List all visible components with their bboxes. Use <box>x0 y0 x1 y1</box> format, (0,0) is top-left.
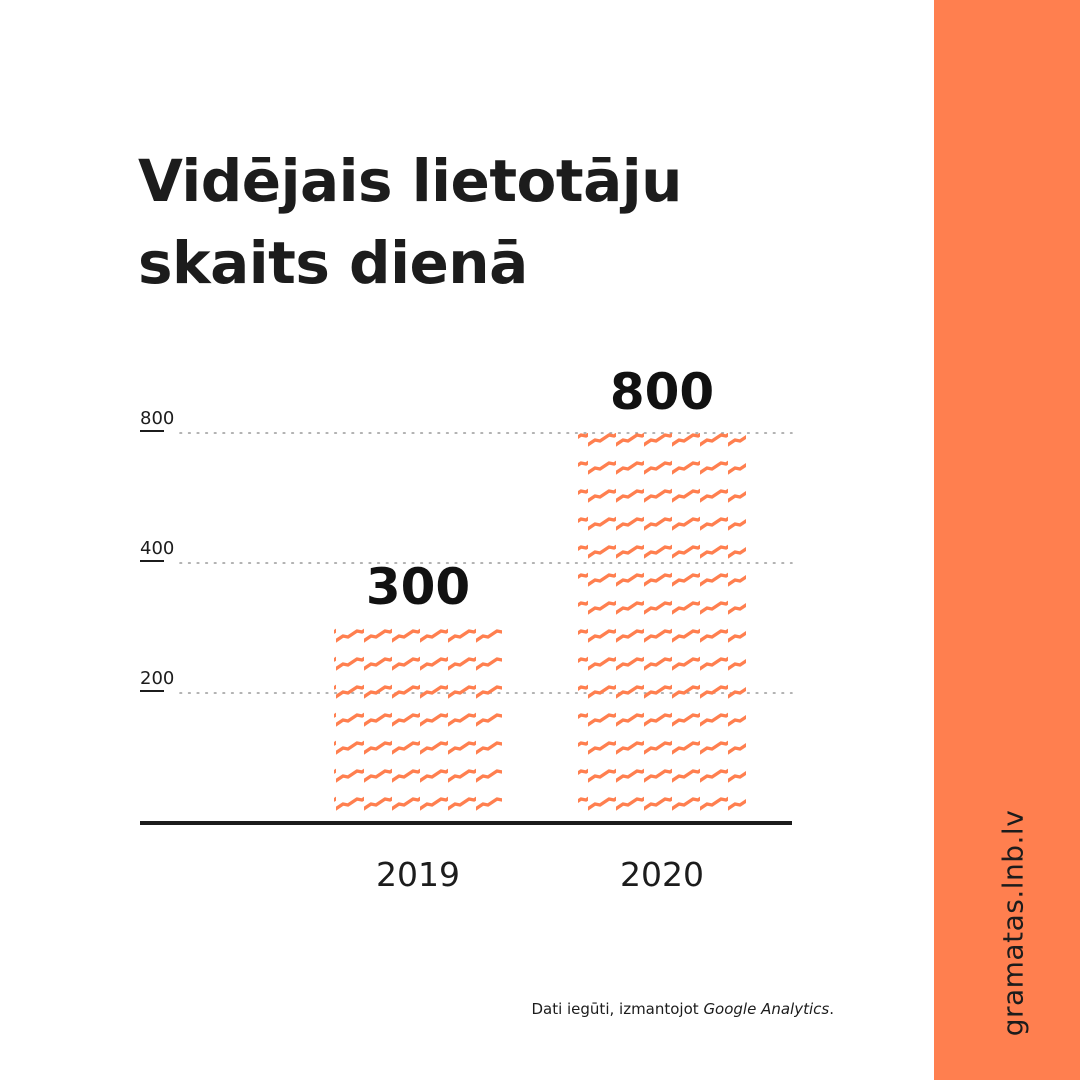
site-url: gramatas.lnb.lv <box>996 809 1030 1037</box>
side-accent-band <box>934 0 1080 1080</box>
y-tick-label: 200 <box>140 668 174 689</box>
y-axis-ticks: 200 400 800 <box>140 408 174 692</box>
source-note-emphasis: Google Analytics <box>703 1000 830 1018</box>
source-note-prefix: Dati iegūti, izmantojot <box>531 1000 704 1018</box>
chart-title: Vidējais lietotāju skaits dienā <box>138 140 682 304</box>
bars <box>334 433 746 823</box>
data-label: 300 <box>366 558 470 616</box>
data-label: 800 <box>610 363 714 421</box>
data-labels: 300 800 <box>366 363 714 616</box>
x-tick-label: 2020 <box>620 855 704 894</box>
y-tick-label: 400 <box>140 538 174 559</box>
source-note: Dati iegūti, izmantojot Google Analytics… <box>531 1000 834 1018</box>
y-tick-label: 800 <box>140 408 174 429</box>
chart-title-line-2: skaits dienā <box>138 229 528 297</box>
x-tick-label: 2019 <box>376 855 460 894</box>
x-axis-labels: 2019 2020 <box>376 855 704 894</box>
bar-2020 <box>578 433 746 823</box>
bar-chart: 200 400 800 300 800 2019 2020 <box>140 363 793 894</box>
source-note-suffix: . <box>829 1000 834 1018</box>
bar-2019 <box>334 628 502 823</box>
chart-title-line-1: Vidējais lietotāju <box>138 147 682 215</box>
